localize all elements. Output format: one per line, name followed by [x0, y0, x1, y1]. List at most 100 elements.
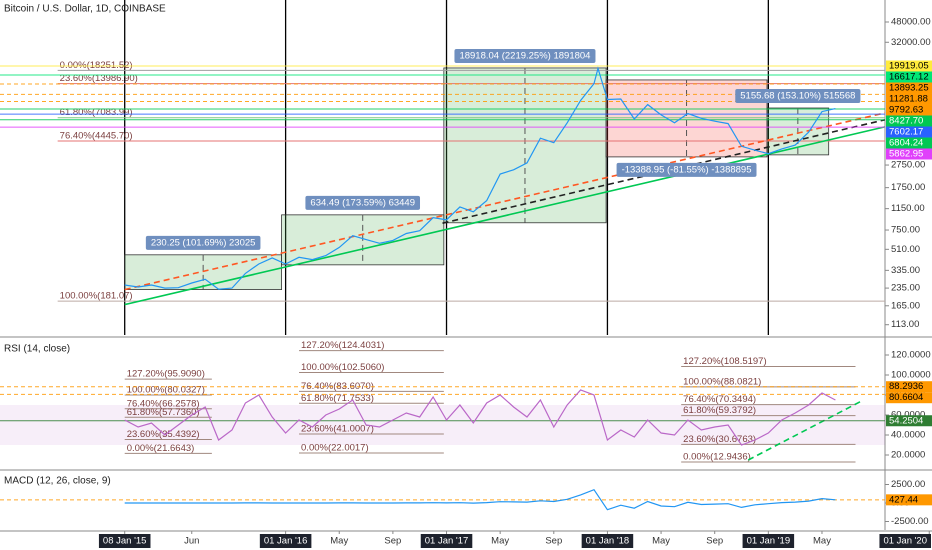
price-badge: [886, 93, 932, 105]
fib-label: 0.00%(18251.52): [60, 60, 133, 71]
y-tick-label: 32000.00: [891, 37, 931, 48]
pane-body: 127.20%(124.4031) 100.00%(102.5060) 76.40%…: [0, 340, 885, 463]
price-badge-label: 13893.25: [889, 83, 929, 94]
y-tick-label: 235.00: [891, 283, 920, 294]
trend-line: [124, 126, 885, 306]
price-badge-label: 5862.95: [889, 149, 923, 160]
fib-label: 100.00%(181.07): [60, 291, 133, 302]
price-badge: [886, 60, 932, 72]
pane-title: Bitcoin / U.S. Dollar, 1D, COINBASE: [4, 4, 166, 15]
x-tick-label: May: [652, 536, 670, 547]
x-tick-label: 08 Jan '15: [103, 536, 147, 547]
pane-title: RSI (14, close): [4, 344, 70, 355]
y-tick-label: 40.0000: [891, 430, 925, 441]
pane: 127.20%(124.4031) 100.00%(102.5060) 76.40%…: [0, 340, 932, 463]
fib-label: 0.00%(21.6643): [127, 443, 195, 454]
y-tick-label: 100.0000: [891, 370, 931, 381]
x-tick-label: Jun: [184, 536, 199, 547]
fib-label: 100.00%(102.5060): [301, 362, 384, 373]
measure-label: 634.49 (173.59%) 63449: [310, 197, 415, 208]
y-tick-label: 1750.00: [891, 182, 925, 193]
fib-label: 127.20%(108.5197): [683, 356, 766, 367]
price-badge: [886, 392, 932, 404]
measure-label: 5155.68 (153.10%) 515568: [740, 91, 855, 102]
price-badge-label: 7602.17: [889, 127, 923, 138]
measure-label-bg: [616, 162, 757, 177]
x-tick-label: Sep: [545, 536, 562, 547]
price-badge-label: 80.6604: [889, 392, 923, 403]
price-badge: [886, 115, 932, 127]
price-badge-label: 8427.70: [889, 116, 923, 127]
x-tick-box: [742, 534, 795, 548]
fib-label: 61.80%(7083.99): [60, 107, 133, 118]
price-badge-label: 427.44: [889, 494, 918, 505]
y-tick-label: 2500.00: [891, 479, 925, 490]
price-badge-label: 19919.05: [889, 61, 929, 72]
measure-label-bg: [305, 195, 421, 210]
x-tick-label: May: [330, 536, 348, 547]
y-tick-label: 20.0000: [891, 450, 925, 461]
y-tick-label: 1150.00: [891, 203, 925, 214]
measure-label-bg: [735, 89, 861, 104]
price-badge-label: 9792.63: [889, 105, 923, 116]
trend-line: [124, 112, 885, 291]
fib-label: 23.60%(13986.90): [60, 73, 138, 84]
fib-label: 127.20%(95.9090): [127, 369, 205, 380]
measure-label: -13388.95 (-81.55%) -1388895: [622, 164, 752, 175]
x-tick-box: [420, 534, 473, 548]
price-badge: [886, 104, 932, 116]
price-badge: [886, 137, 932, 149]
measure-label: 18918.04 (2219.25%) 1891804: [459, 50, 590, 61]
x-tick-box: [98, 534, 151, 548]
y-tick-label: 48000.00: [891, 17, 931, 28]
fib-label: 76.40%(66.2578): [127, 398, 200, 409]
fib-label: 76.40%(4445.70): [60, 131, 133, 142]
x-tick-label: 01 Jan '19: [747, 536, 791, 547]
pane-body: [0, 488, 885, 511]
x-tick-label: 01 Jan '20: [883, 536, 927, 547]
x-tick-box: [259, 534, 312, 548]
trend-line: [442, 118, 885, 224]
price-badge-label: 16617.12: [889, 72, 929, 83]
y-tick-label: 750.00: [891, 225, 920, 236]
x-tick-label: May: [813, 536, 831, 547]
series-line: [124, 389, 836, 446]
price-badge-label: 54.2504: [889, 415, 923, 426]
pane-body: 0.00%(18251.52) 23.60%(13986.90) 61.80%(70…: [0, 0, 885, 335]
x-tick-label: 01 Jan '16: [264, 536, 308, 547]
fib-label: 61.80%(59.3792): [683, 405, 756, 416]
price-badge: [886, 71, 932, 83]
price-badge-label: 6804.24: [889, 138, 923, 149]
price-badge: [886, 415, 932, 427]
y-tick-label: 2750.00: [891, 160, 925, 171]
fib-label: 0.00%(12.9436): [683, 452, 751, 463]
price-badge-label: 11281.88: [889, 94, 928, 105]
measure-label-bg: [454, 48, 596, 63]
measure-label-bg: [145, 235, 261, 250]
fib-label: 61.80%(71.7533): [301, 393, 374, 404]
fib-label: 100.00%(88.0821): [683, 376, 761, 387]
fib-label: 23.60%(35.4392): [127, 429, 200, 440]
price-badge: [886, 148, 932, 160]
series-line: [124, 66, 836, 290]
y-tick-label: 60.0000: [891, 410, 925, 421]
fib-label: 0.00%(22.0017): [301, 443, 369, 454]
fib-label: 23.60%(30.6763): [683, 434, 756, 445]
x-tick-label: May: [491, 536, 509, 547]
trend-line: [747, 399, 864, 461]
y-tick-label: 510.00: [891, 244, 920, 255]
y-tick-label: 335.00: [891, 265, 920, 276]
fib-label: 61.80%(57.7360): [127, 407, 200, 418]
price-badge-label: 88.2936: [889, 381, 923, 392]
x-tick-label: 01 Jan '18: [586, 536, 630, 547]
pane-title: MACD (12, 26, close, 9): [4, 476, 111, 487]
y-tick-label: 113.00: [891, 319, 919, 330]
measure-label: 230.25 (101.69%) 23025: [151, 237, 256, 248]
price-badge: [886, 381, 932, 393]
fib-label: 76.40%(70.3494): [683, 394, 756, 405]
y-tick-label: 165.00: [891, 300, 920, 311]
series-line: [124, 488, 836, 511]
price-badge: [886, 494, 932, 506]
